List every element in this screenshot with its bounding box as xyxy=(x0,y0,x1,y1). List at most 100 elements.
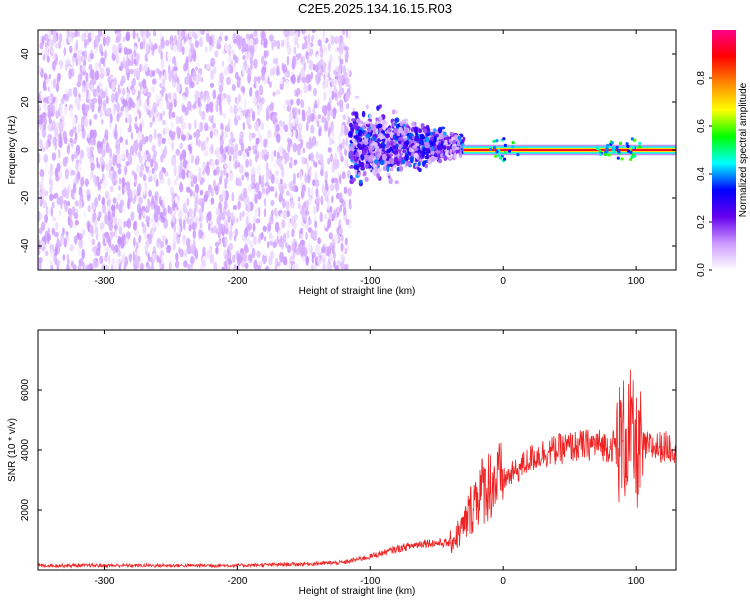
heatmap-cell xyxy=(363,170,367,176)
heatmap-cell xyxy=(239,112,244,119)
heatmap-cell xyxy=(181,134,186,141)
heatmap-cell xyxy=(417,161,421,167)
heatmap-cell xyxy=(203,234,207,243)
heatmap-cell xyxy=(67,200,71,207)
heatmap-cell xyxy=(228,230,233,241)
heatmap-cell xyxy=(322,188,328,198)
heatmap-cell xyxy=(38,211,41,222)
heatmap-cell xyxy=(225,172,229,178)
heatmap-cell xyxy=(344,149,348,157)
heatmap-cell xyxy=(127,58,131,67)
heatmap-cell xyxy=(40,50,45,56)
heatmap-cell xyxy=(620,157,624,161)
heatmap-cell xyxy=(227,159,232,171)
heatmap-cell xyxy=(424,160,429,164)
heatmap-cell xyxy=(143,174,147,182)
heatmap-cell xyxy=(241,210,245,218)
heatmap-cell xyxy=(338,174,342,185)
heatmap-cell xyxy=(361,139,367,143)
heatmap-cell xyxy=(389,153,394,157)
heatmap-cell xyxy=(220,122,224,131)
heatmap-cell xyxy=(284,36,288,47)
heatmap-cell xyxy=(174,260,180,269)
heatmap-cell xyxy=(424,163,428,169)
heatmap-cell xyxy=(205,32,210,43)
heatmap-cell xyxy=(228,118,231,128)
heatmap-cell xyxy=(258,85,263,94)
heatmap-cell xyxy=(75,58,79,67)
heatmap-x-tick-label: 100 xyxy=(628,276,645,287)
heatmap-cell xyxy=(294,241,297,248)
heatmap-cell xyxy=(426,132,430,137)
heatmap-cell xyxy=(98,194,101,202)
heatmap-cell xyxy=(58,209,62,217)
heatmap-cell xyxy=(424,141,430,149)
heatmap-cell xyxy=(316,120,320,128)
heatmap-cell xyxy=(50,41,55,47)
heatmap-cell xyxy=(40,180,44,191)
heatmap-cell xyxy=(629,150,633,154)
heatmap-cell xyxy=(159,82,163,89)
heatmap-cell xyxy=(197,139,201,148)
heatmap-cell xyxy=(209,44,213,52)
heatmap-cell xyxy=(59,32,63,43)
heatmap-cell xyxy=(320,169,324,177)
heatmap-cell xyxy=(47,133,53,141)
heatmap-cell xyxy=(145,204,151,211)
heatmap-cell xyxy=(197,30,202,36)
heatmap-cell xyxy=(174,60,177,67)
heatmap-cell xyxy=(292,250,296,260)
heatmap-cell xyxy=(155,93,159,104)
heatmap-cell xyxy=(112,153,115,164)
heatmap-cell xyxy=(139,262,144,270)
heatmap-cell xyxy=(55,43,60,49)
heatmap-cell xyxy=(386,141,391,148)
colorbar: 0.0 0.2 0.4 0.6 0.8 Normalized spectral ampli… xyxy=(696,30,749,277)
heatmap-cell xyxy=(144,63,149,72)
heatmap-cell xyxy=(240,142,245,152)
heatmap-cell xyxy=(322,61,327,69)
heatmap-cell xyxy=(285,242,288,249)
heatmap-cell xyxy=(143,102,147,113)
heatmap-cell xyxy=(52,136,56,146)
heatmap-cell xyxy=(197,171,202,182)
heatmap-cell xyxy=(106,234,109,243)
heatmap-cell xyxy=(72,87,77,93)
heatmap-cell xyxy=(142,57,145,68)
heatmap-cell xyxy=(181,104,186,113)
heatmap-cell xyxy=(308,219,312,225)
heatmap-cell xyxy=(286,230,290,239)
heatmap-cell xyxy=(210,159,216,170)
heatmap-cell xyxy=(342,138,345,149)
heatmap-cell xyxy=(125,161,130,167)
heatmap-cell xyxy=(201,145,204,151)
snr-data-point xyxy=(303,563,305,565)
heatmap-cell xyxy=(273,150,277,158)
heatmap-cell xyxy=(397,144,402,150)
heatmap-cell xyxy=(306,161,310,172)
heatmap-cell xyxy=(203,194,208,203)
heatmap-cell xyxy=(262,253,267,265)
heatmap-cell xyxy=(169,130,173,139)
heatmap-cell xyxy=(631,145,635,150)
heatmap-cell xyxy=(190,244,195,254)
heatmap-cell xyxy=(160,59,165,69)
heatmap-cell xyxy=(302,95,306,102)
heatmap-cell xyxy=(58,195,64,205)
heatmap-cell xyxy=(298,122,303,133)
heatmap-cell xyxy=(74,30,78,38)
heatmap-cell xyxy=(374,159,379,164)
heatmap-cell xyxy=(50,206,54,217)
heatmap-cell xyxy=(430,136,434,142)
heatmap-cell xyxy=(605,149,609,153)
heatmap-cell xyxy=(398,155,403,162)
heatmap-cell xyxy=(292,172,296,183)
heatmap-cell xyxy=(188,170,193,178)
heatmap-cell xyxy=(205,30,211,34)
heatmap-cell xyxy=(149,121,153,128)
heatmap-cell xyxy=(146,42,149,52)
heatmap-cell xyxy=(212,89,217,100)
heatmap-cell xyxy=(186,186,191,193)
heatmap-cell xyxy=(116,113,120,122)
heatmap-cell xyxy=(223,66,228,77)
